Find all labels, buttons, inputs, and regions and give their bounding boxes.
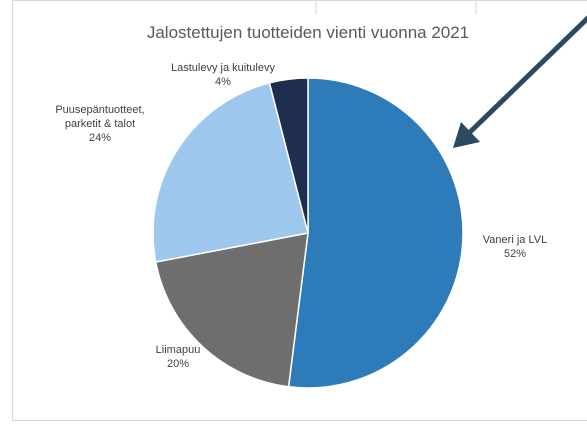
pie-slice <box>154 232 309 388</box>
category-label: Puusepäntuotteet, parketit & talot <box>55 104 145 130</box>
chart-title: Jalostettujen tuotteiden vienti vuonna 2… <box>146 23 470 42</box>
data-label: Liimapuu 20% <box>113 343 243 371</box>
data-label: Lastulevy ja kuitulevy 4% <box>158 61 288 89</box>
percent-label: 4% <box>215 76 231 88</box>
category-label: Vaneri ja LVL <box>482 234 548 246</box>
data-label: Puusepäntuotteet, parketit & talot 24% <box>45 103 155 145</box>
chart-border <box>12 0 587 421</box>
pie-slice <box>152 81 309 263</box>
data-label: Vaneri ja LVL 52% <box>450 233 580 261</box>
percent-label: 20% <box>166 358 190 370</box>
percent-label: 24% <box>88 132 112 144</box>
category-label: Liimapuu <box>155 344 201 356</box>
pie-slice <box>268 77 309 234</box>
category-label: Lastulevy ja kuitulevy <box>171 62 275 74</box>
arrow-head <box>453 122 480 148</box>
arrow-shaft <box>466 15 587 136</box>
pie <box>152 77 464 389</box>
percent-label: 52% <box>503 248 527 260</box>
pie-slice <box>287 77 464 389</box>
